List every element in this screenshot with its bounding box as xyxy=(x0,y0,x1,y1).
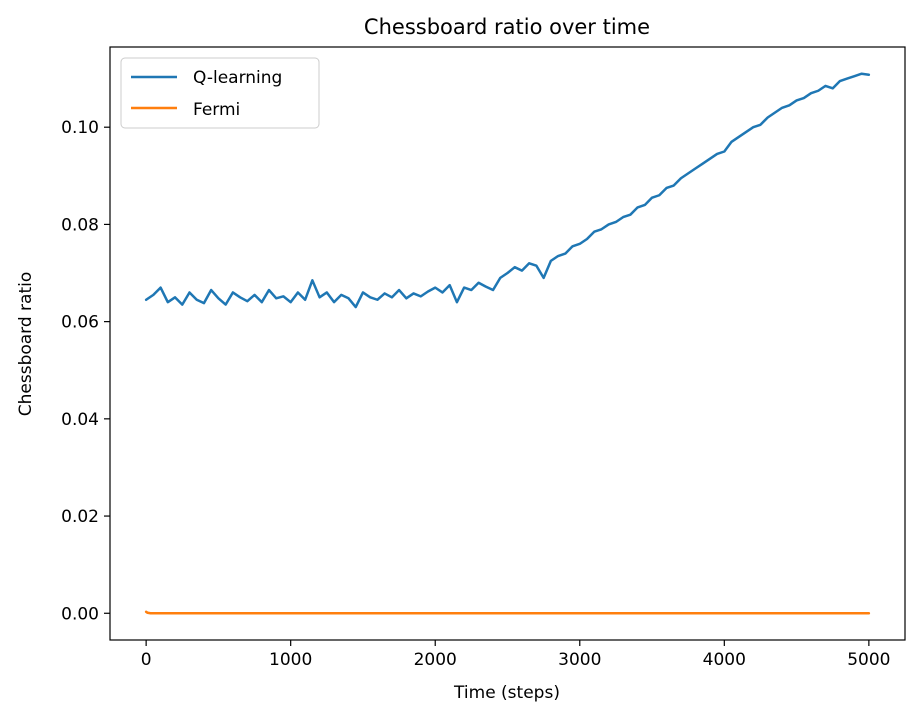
legend: Q-learning Fermi xyxy=(120,57,320,129)
x-tick-label: 0 xyxy=(141,650,152,670)
y-axis-label: Chessboard ratio xyxy=(16,272,36,417)
x-tick-label: 1000 xyxy=(269,650,312,670)
x-tick-label: 3000 xyxy=(558,650,601,670)
y-tick-label: 0.02 xyxy=(61,507,99,527)
legend-label-fermi: Fermi xyxy=(193,100,240,120)
y-tick-label: 0.08 xyxy=(61,215,99,235)
legend-box xyxy=(120,57,320,129)
y-tick-label: 0.04 xyxy=(61,410,99,430)
plot-frame xyxy=(109,46,906,641)
x-tick-label: 5000 xyxy=(847,650,890,670)
x-tick-label: 2000 xyxy=(414,650,457,670)
y-tick-label: 0.00 xyxy=(61,604,99,624)
series-line-q-learning xyxy=(144,72,871,309)
x-axis-ticks: 0 1000 2000 3000 4000 5000 xyxy=(141,640,890,670)
y-tick-label: 0.06 xyxy=(61,313,99,333)
x-tick-label: 4000 xyxy=(703,650,746,670)
y-axis-ticks: 0.00 0.02 0.04 0.06 0.08 0.10 xyxy=(61,118,110,624)
x-axis-label: Time (steps) xyxy=(453,683,560,703)
series-layer xyxy=(144,72,871,615)
legend-label-q-learning: Q-learning xyxy=(193,68,282,88)
plot-area xyxy=(110,47,905,640)
y-tick-label: 0.10 xyxy=(61,118,99,138)
series-line-fermi xyxy=(144,610,871,615)
chart-title: Chessboard ratio over time xyxy=(364,15,650,39)
